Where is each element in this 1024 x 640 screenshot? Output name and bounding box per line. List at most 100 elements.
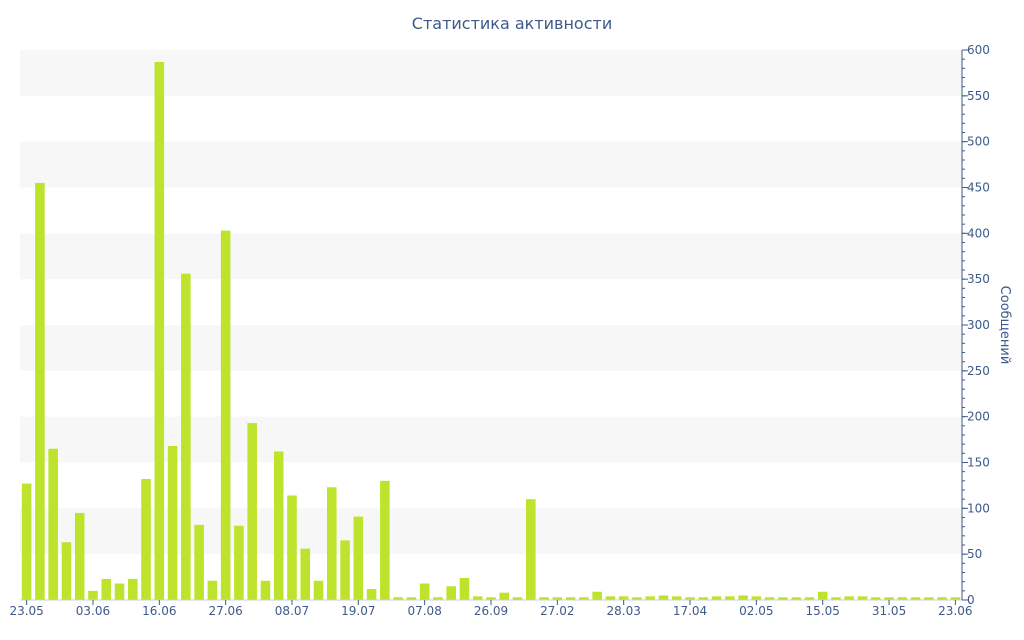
bar[interactable] [313, 580, 324, 600]
bar[interactable] [380, 480, 390, 600]
bar[interactable] [207, 580, 218, 600]
y-tick-label: 400 [967, 226, 990, 240]
bar[interactable] [725, 596, 735, 600]
bar[interactable] [234, 525, 244, 600]
x-tick-label: 15.05 [806, 604, 840, 618]
bar[interactable] [605, 596, 616, 600]
bar[interactable] [472, 596, 483, 600]
bar[interactable] [924, 597, 934, 600]
bar[interactable] [632, 597, 642, 600]
y-tick-label: 600 [967, 43, 990, 57]
bar[interactable] [751, 596, 762, 600]
bar[interactable] [618, 596, 629, 600]
bar[interactable] [127, 578, 138, 600]
bar[interactable] [273, 451, 284, 601]
y-tick-label: 500 [967, 135, 990, 149]
bar[interactable] [446, 586, 456, 600]
bar[interactable] [61, 542, 72, 600]
bar[interactable] [685, 597, 695, 600]
x-axis: 23.05 03.06 16.06 27.06 08.07 19.07 07.08 26.09… [9, 599, 973, 618]
bar[interactable] [220, 230, 231, 601]
bar[interactable] [419, 583, 430, 601]
x-tick-label: 27.02 [540, 604, 574, 618]
y-tick-label: 250 [967, 364, 990, 378]
x-tick-label: 23.05 [9, 604, 43, 618]
bar[interactable] [433, 597, 443, 600]
bar[interactable] [539, 597, 549, 600]
bar[interactable] [870, 597, 881, 600]
bar[interactable] [247, 423, 257, 600]
x-tick-label: 07.08 [407, 604, 441, 618]
bar[interactable] [804, 597, 815, 600]
bar[interactable] [579, 597, 589, 600]
grid-band [20, 50, 962, 96]
y-axis-title: Сообщений [997, 286, 1012, 365]
bar[interactable] [141, 479, 151, 600]
bar[interactable] [937, 597, 947, 600]
bar[interactable] [88, 590, 98, 600]
bar[interactable] [353, 516, 364, 600]
bar[interactable] [526, 499, 536, 600]
x-tick-label: 08.07 [275, 604, 309, 618]
grid-band [20, 233, 962, 280]
bar[interactable] [950, 597, 961, 600]
bar[interactable] [910, 597, 921, 600]
y-tick-label: 300 [967, 318, 990, 332]
grid-band [20, 325, 962, 371]
bar[interactable] [181, 273, 191, 600]
bar[interactable] [287, 495, 297, 601]
bar[interactable] [114, 583, 125, 601]
bar[interactable] [459, 578, 470, 600]
bar[interactable] [512, 597, 523, 600]
bars [21, 61, 961, 601]
x-tick-label: 31.05 [872, 604, 906, 618]
bar[interactable] [300, 548, 311, 600]
bar[interactable] [778, 597, 788, 600]
bar[interactable] [406, 597, 417, 600]
bar[interactable] [645, 596, 655, 600]
bar[interactable] [499, 592, 510, 600]
x-tick-label: 23.06 [938, 604, 972, 618]
y-tick-label: 200 [967, 410, 990, 424]
bar[interactable] [671, 596, 682, 600]
y-tick-label: 550 [967, 89, 990, 103]
y-tick-label: 150 [967, 456, 990, 470]
bar[interactable] [101, 578, 112, 600]
grid-band [20, 141, 962, 188]
bar[interactable] [844, 596, 855, 600]
bar[interactable] [884, 597, 894, 600]
bar[interactable] [857, 596, 868, 600]
bar[interactable] [74, 512, 85, 600]
bar[interactable] [764, 597, 775, 600]
bar[interactable] [897, 597, 908, 600]
bar[interactable] [738, 595, 748, 600]
bar[interactable] [194, 524, 204, 600]
y-tick-label: 50 [967, 547, 982, 561]
x-tick-label: 02.05 [739, 604, 773, 618]
bar[interactable] [327, 487, 337, 600]
bar[interactable] [340, 540, 350, 600]
y-tick-label: 100 [967, 501, 990, 515]
bar[interactable] [393, 597, 403, 600]
bar[interactable] [791, 597, 801, 600]
bar[interactable] [592, 591, 602, 600]
bar[interactable] [154, 61, 165, 600]
chart-title: Статистика активности [411, 14, 613, 33]
bar[interactable] [711, 596, 722, 600]
bar[interactable] [167, 446, 178, 600]
bar[interactable] [698, 597, 709, 600]
bar[interactable] [486, 597, 496, 600]
bar[interactable] [565, 597, 576, 600]
bar[interactable] [35, 182, 45, 600]
bar[interactable] [260, 580, 271, 600]
bar[interactable] [366, 589, 377, 600]
bar[interactable] [817, 591, 828, 600]
bar[interactable] [658, 595, 669, 600]
bar[interactable] [831, 597, 841, 600]
bar[interactable] [552, 597, 563, 600]
bar[interactable] [48, 448, 58, 600]
bar[interactable] [21, 483, 32, 600]
y-tick-label: 450 [967, 181, 990, 195]
y-axis: 0 50 100 150 200 250 300 350 400 450 500 550 600 Сооб… [961, 43, 1012, 607]
